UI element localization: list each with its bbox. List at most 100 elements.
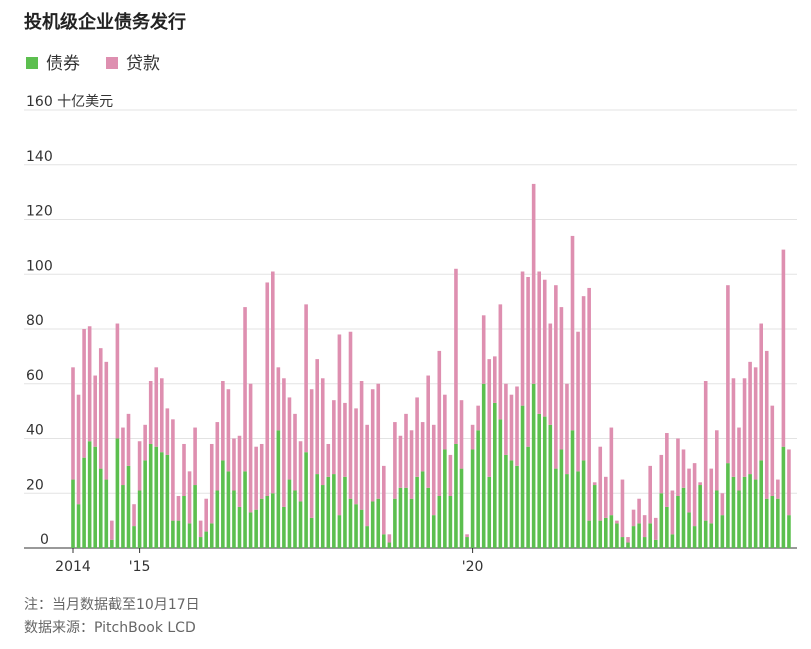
bar-segment [348, 331, 353, 499]
bar-segment [337, 334, 342, 516]
bar-segment [509, 460, 514, 548]
bar-segment [160, 452, 164, 548]
bar-segment [365, 424, 369, 527]
bar-segment [676, 495, 680, 548]
bar-segment [315, 359, 319, 475]
bar-segment [598, 446, 603, 521]
bar-segment [476, 405, 480, 431]
bar-segment [76, 394, 81, 505]
bar-segment [93, 446, 97, 548]
bar-segment [376, 383, 381, 499]
bar-segment [298, 501, 303, 548]
bar-segment [554, 468, 558, 548]
bar-segment [98, 348, 103, 469]
bar-segment [176, 495, 181, 521]
bar-segment [459, 400, 464, 469]
bar-segment [304, 452, 308, 548]
bar-segment [620, 479, 625, 538]
bar-segment [609, 515, 614, 548]
bar-segment [76, 504, 81, 548]
bar-segment [753, 367, 758, 480]
bar-segment [187, 471, 192, 524]
bar-segment [781, 446, 786, 548]
bar-segment [481, 383, 486, 548]
bar-segment [592, 485, 597, 548]
bar-segment [110, 520, 114, 540]
bar-segment [82, 457, 86, 548]
bar-segment [293, 490, 297, 548]
bar-segment [615, 523, 619, 548]
bar-segment [498, 419, 503, 548]
legend-label: 贷款 [126, 54, 160, 74]
bar-segment [748, 361, 752, 475]
bar-segment [354, 504, 358, 548]
bar-segment [126, 465, 131, 548]
bar-segment [204, 498, 208, 532]
bar-segment [182, 495, 186, 548]
bar-segment [221, 381, 225, 461]
bar-segment [498, 304, 503, 420]
bar-segment [576, 471, 580, 548]
bar-segment [637, 523, 641, 548]
bar-segment [587, 287, 591, 521]
chart-title: 投机级企业债务发行 [24, 11, 186, 33]
bar-segment [409, 498, 414, 548]
bar-segment [337, 515, 342, 548]
bar-segment [665, 433, 669, 507]
bar-segment [348, 498, 353, 548]
note: 注：当月数据截至10月17日 [24, 597, 200, 613]
bar-segment [642, 537, 647, 548]
bar-segment [470, 449, 475, 548]
bar-segment [554, 285, 558, 469]
bar-segment [592, 482, 597, 486]
legend-swatch [106, 57, 118, 69]
bar-segment [431, 424, 436, 516]
bar-segment [576, 331, 580, 472]
bar-segment [148, 381, 153, 444]
y-tick-label: 120 [26, 204, 53, 220]
y-tick-label: 100 [26, 258, 53, 274]
y-tick-label: 0 [40, 532, 49, 548]
bar-segment [393, 498, 397, 548]
bar-segment [454, 443, 458, 548]
bar-segment [642, 515, 647, 538]
bar-segment [332, 400, 336, 475]
bar-segment [537, 271, 541, 414]
x-tick-label: '20 [462, 559, 484, 575]
bar-segment [587, 520, 591, 548]
bar-segment [609, 427, 614, 516]
y-tick-label: 140 [26, 149, 53, 165]
bar-segment [387, 534, 392, 543]
bar-segment [681, 449, 686, 488]
bar-segment [259, 498, 264, 548]
bar-segment [98, 468, 103, 548]
bar-segment [726, 463, 730, 548]
bar-segment [542, 416, 547, 548]
bar-segment [176, 520, 181, 548]
bar-segment [581, 460, 586, 548]
bar-segment [520, 405, 525, 548]
bar-segment [737, 427, 741, 491]
bar-segment [93, 375, 97, 447]
bar-segment [653, 539, 658, 548]
y-tick-label: 40 [26, 423, 44, 439]
bar-segment [531, 183, 536, 384]
bar-segment [359, 381, 364, 510]
bar-segment [493, 356, 497, 403]
bar-segment [742, 476, 747, 548]
bar-segment [287, 397, 292, 480]
bar-segment [143, 460, 147, 548]
bar-segment [604, 476, 608, 518]
bar-segment [320, 378, 325, 486]
bar-segment [209, 523, 214, 548]
bar-segment [282, 378, 286, 507]
bar-segment [631, 526, 636, 548]
bar-segment [770, 405, 775, 496]
bar-segment [121, 485, 125, 548]
bar-segment [326, 443, 331, 477]
bar-segment [470, 424, 475, 450]
bar-segment [626, 542, 630, 548]
bar-segment [515, 465, 519, 548]
bar-segment [737, 490, 741, 548]
